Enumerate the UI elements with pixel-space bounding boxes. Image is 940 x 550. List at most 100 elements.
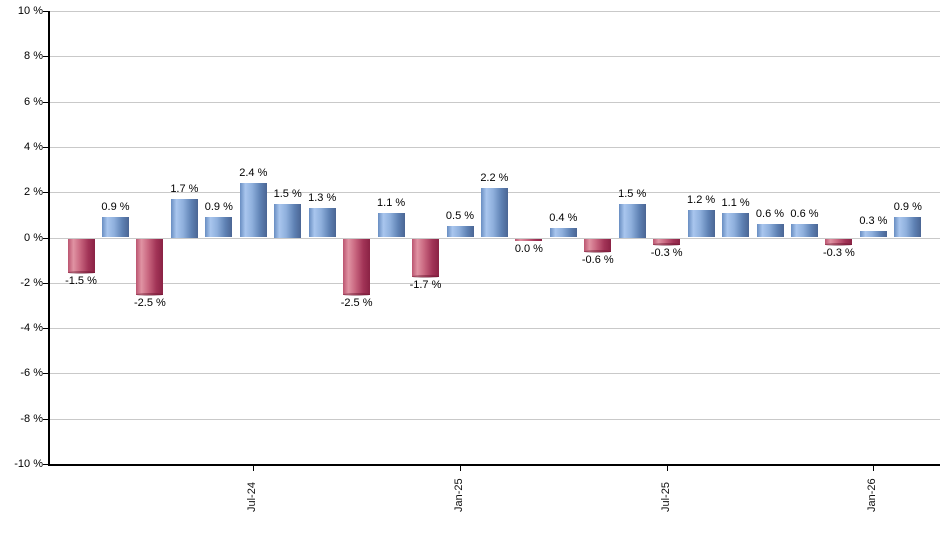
y-axis-label: 4 % [24, 140, 43, 153]
y-axis-tick [43, 282, 48, 284]
y-axis-tick [43, 464, 48, 465]
positive-bar [480, 187, 508, 238]
x-axis-tick [666, 466, 668, 471]
negative-bar [412, 238, 439, 278]
x-axis-tick [873, 466, 875, 471]
bar-value-label: -1.7 % [409, 279, 442, 291]
bar-value-label: 0.4 % [549, 212, 578, 225]
positive-bar [722, 212, 750, 238]
bar-value-label: 2.2 % [480, 171, 509, 184]
bar-value-label: -2.5 % [340, 297, 373, 310]
y-axis-label: 0 % [24, 231, 43, 244]
positive-bar [687, 210, 715, 238]
y-axis-label: -10 % [14, 458, 43, 470]
y-axis-tick [43, 101, 48, 103]
y-gridline [50, 101, 940, 103]
y-axis-tick [43, 11, 48, 12]
negative-bar [136, 238, 164, 297]
bar-bottom-cap [67, 270, 95, 274]
bar-value-label: 0.6 % [755, 207, 785, 220]
bar-value-label: 0.0 % [514, 242, 543, 255]
negative-bar [653, 238, 681, 247]
positive-bar [859, 230, 887, 238]
positive-bar [205, 217, 233, 238]
x-axis-label: Jan-25 [453, 478, 465, 512]
bar-value-label: 0.6 % [790, 207, 819, 220]
positive-bar [239, 183, 267, 238]
bar-value-label: -1.5 % [65, 274, 97, 287]
bar-value-label: 0.9 % [101, 201, 130, 214]
bar-bottom-cap [653, 243, 681, 247]
bar-value-label: 0.9 % [204, 201, 233, 214]
bar-bottom-cap [825, 243, 853, 247]
y-axis-tick [43, 237, 48, 239]
y-axis-label: -8 % [20, 412, 43, 425]
y-axis-tick [43, 373, 48, 375]
y-gridline [50, 11, 940, 12]
bar-bottom-cap [343, 293, 371, 297]
positive-bar [791, 223, 818, 238]
bar-value-label: 1.3 % [308, 192, 337, 205]
negative-bar [343, 238, 371, 297]
bar-value-label: 1.1 % [377, 196, 406, 209]
positive-bar [549, 228, 577, 238]
bar-value-label: 1.2 % [687, 194, 716, 207]
bar-value-label: 1.5 % [618, 187, 647, 200]
y-axis-line [48, 11, 50, 466]
positive-bar [102, 217, 129, 238]
bar-value-label: -0.3 % [822, 247, 855, 260]
bar-value-label: 0.9 % [893, 201, 922, 214]
y-axis-label: 8 % [24, 50, 43, 63]
bar-value-label: 0.3 % [859, 214, 888, 227]
y-axis-tick [43, 418, 48, 420]
bar-value-label: -2.5 % [133, 297, 166, 310]
positive-bar [377, 212, 405, 238]
y-axis-label: 10 % [17, 5, 43, 17]
x-axis-tick [253, 466, 255, 471]
positive-bar [446, 226, 474, 238]
bar-value-label: 1.1 % [721, 196, 750, 209]
y-axis-label: -2 % [20, 276, 43, 289]
y-axis-tick [43, 56, 48, 58]
y-gridline [50, 282, 940, 284]
y-axis-tick [43, 146, 48, 148]
y-axis-label: 2 % [24, 186, 43, 199]
y-axis-tick [43, 328, 48, 330]
bar-bottom-cap [584, 250, 612, 254]
bar-value-label: -0.3 % [650, 247, 683, 260]
bar-value-label: 0.5 % [445, 210, 475, 223]
y-gridline [50, 373, 940, 375]
x-axis-label: Jan-26 [866, 478, 879, 512]
y-gridline [50, 237, 940, 239]
bar-bottom-cap [412, 275, 439, 278]
x-axis-label: Jul-24 [246, 482, 259, 512]
bar-value-label: 1.5 % [273, 187, 302, 200]
bar-value-label: 2.4 % [239, 167, 268, 180]
y-gridline [50, 328, 940, 330]
negative-bar [515, 238, 543, 241]
positive-bar [618, 203, 646, 238]
positive-bar [756, 223, 784, 238]
positive-bar [170, 199, 198, 238]
y-gridline [50, 56, 940, 58]
y-gridline [50, 146, 940, 148]
x-axis-tick [460, 466, 461, 471]
bar-value-label: -0.6 % [581, 254, 614, 267]
negative-bar [584, 238, 612, 254]
negative-bar [67, 238, 95, 274]
x-axis-label: Jul-25 [659, 482, 672, 512]
positive-bar [308, 208, 336, 238]
positive-bar [274, 203, 302, 238]
y-axis-label: -4 % [20, 322, 43, 335]
x-axis-line [48, 464, 940, 466]
y-gridline [50, 418, 940, 420]
positive-bar [894, 217, 922, 238]
y-axis-label: -6 % [20, 367, 43, 380]
negative-bar [825, 238, 853, 247]
y-axis-label: 6 % [24, 95, 43, 108]
y-axis-tick [43, 192, 48, 194]
bar-bottom-cap [136, 293, 164, 297]
bar-value-label: 1.7 % [170, 183, 199, 195]
